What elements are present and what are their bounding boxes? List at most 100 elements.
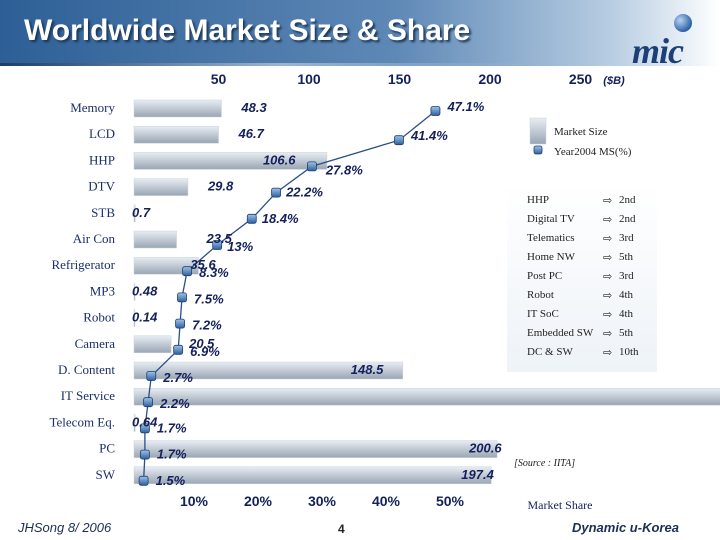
globe-icon bbox=[674, 14, 692, 32]
ranking-item: Post PC bbox=[527, 270, 563, 282]
footer-author: JHSong 8/ 2006 bbox=[18, 520, 112, 535]
bottom-axis-tick: 50% bbox=[436, 493, 465, 509]
ranking-row: Digital TV ⇨ 2nd bbox=[527, 213, 636, 226]
page-number: 4 bbox=[338, 522, 345, 536]
ranking-rank: 4th bbox=[619, 289, 634, 301]
share-value-label: 1.7% bbox=[157, 420, 187, 435]
page-title: Worldwide Market Size & Share bbox=[24, 14, 471, 47]
size-bar-outline bbox=[133, 440, 498, 458]
top-axis-tick: 200 bbox=[478, 71, 502, 87]
size-bar-outline bbox=[133, 414, 136, 432]
share-value-label: 8.3% bbox=[199, 265, 229, 280]
size-bar-outline bbox=[133, 178, 189, 196]
bottom-axis-tick: 40% bbox=[372, 493, 401, 509]
share-value-label: 1.7% bbox=[157, 447, 187, 462]
size-bar bbox=[134, 152, 327, 170]
size-bar-outline bbox=[133, 256, 199, 275]
share-marker bbox=[307, 161, 317, 172]
ranking-item: IT SoC bbox=[527, 308, 559, 320]
size-bar bbox=[134, 309, 135, 327]
category-label: HHP bbox=[89, 152, 115, 167]
ranking-item: Telematics bbox=[527, 232, 575, 244]
arrow-icon: ⇨ bbox=[603, 252, 613, 264]
ranking-rank: 5th bbox=[619, 327, 634, 339]
arrow-icon: ⇨ bbox=[603, 328, 613, 340]
share-marker bbox=[246, 213, 257, 224]
size-value-label: 0.48 bbox=[132, 283, 158, 298]
top-axis-tick: 250 bbox=[569, 71, 593, 87]
arrow-icon: ⇨ bbox=[603, 347, 613, 359]
legend-share-swatch bbox=[533, 145, 543, 155]
size-bar-outline bbox=[133, 387, 720, 406]
title-banner: Worldwide Market Size & Share mic bbox=[0, 0, 720, 71]
ranking-row: Post PC ⇨ 3rd bbox=[527, 270, 634, 283]
ranking-item: DC & SW bbox=[527, 346, 573, 358]
share-marker bbox=[173, 344, 184, 355]
logo-text: mic bbox=[632, 31, 684, 71]
legend-market-size: Market Size bbox=[554, 126, 608, 138]
share-value-label: 7.5% bbox=[194, 291, 224, 306]
arrow-icon: ⇨ bbox=[603, 290, 613, 302]
ranking-item: Digital TV bbox=[527, 213, 575, 225]
size-bar-outline bbox=[133, 99, 222, 118]
arrow-icon: ⇨ bbox=[603, 233, 613, 245]
size-value-label: 148.5 bbox=[351, 362, 384, 377]
share-value-label: 47.1% bbox=[446, 99, 484, 114]
size-bar bbox=[134, 362, 403, 379]
size-bar-outline bbox=[133, 152, 328, 170]
size-value-label: 29.8 bbox=[207, 179, 234, 194]
bottom-axis-tick: 10% bbox=[180, 493, 209, 509]
category-label: PC bbox=[99, 441, 115, 456]
ranking-item: Home NW bbox=[527, 251, 575, 263]
share-value-label: 6.9% bbox=[190, 344, 220, 359]
ranking-rank: 5th bbox=[619, 251, 634, 263]
ranking-item: Robot bbox=[527, 289, 554, 301]
ranking-row: DC & SW ⇨ 10th bbox=[527, 346, 639, 359]
size-bar-outline bbox=[133, 283, 136, 301]
category-label: Memory bbox=[70, 100, 115, 115]
size-bar bbox=[134, 335, 172, 353]
share-marker bbox=[271, 187, 281, 198]
footer-brand: Dynamic u-Korea bbox=[572, 520, 679, 535]
top-axis-tick: 150 bbox=[388, 71, 412, 87]
category-label: Refrigerator bbox=[51, 257, 115, 272]
size-bar bbox=[134, 178, 188, 196]
size-bar bbox=[134, 204, 136, 222]
share-value-label: 7.2% bbox=[192, 318, 222, 333]
category-label: SW bbox=[96, 467, 116, 482]
ranking-rank: 2nd bbox=[619, 213, 636, 225]
size-bar bbox=[134, 440, 498, 458]
size-bar-outline bbox=[133, 125, 219, 144]
share-marker bbox=[143, 397, 153, 408]
share-marker bbox=[138, 475, 149, 486]
size-bar-outline bbox=[133, 335, 172, 354]
size-bar bbox=[134, 466, 492, 484]
legend-market-share: Year2004 MS(%) bbox=[554, 146, 632, 158]
size-value-label: 197.4 bbox=[461, 467, 494, 482]
share-value-label: 22.2% bbox=[285, 185, 323, 200]
bottom-axis-tick: 30% bbox=[308, 493, 337, 509]
category-label: MP3 bbox=[90, 283, 115, 298]
ranking-row: Robot ⇨ 4th bbox=[527, 289, 633, 302]
share-marker bbox=[175, 318, 185, 329]
share-value-label: 2.7% bbox=[162, 370, 193, 385]
bottom-axis-label: Market Share bbox=[528, 498, 593, 512]
category-label: Telecom Eq. bbox=[49, 414, 115, 429]
mic-logo: mic bbox=[632, 12, 702, 71]
size-bar-outline bbox=[133, 466, 492, 485]
ranking-row: Home NW ⇨ 5th bbox=[527, 251, 633, 264]
ranking-row: Telematics ⇨ 3rd bbox=[527, 232, 634, 245]
share-marker bbox=[212, 240, 223, 250]
size-bar bbox=[134, 283, 135, 301]
share-value-label: 18.4% bbox=[262, 211, 299, 226]
category-label: STB bbox=[91, 205, 115, 220]
share-marker bbox=[430, 106, 441, 116]
share-marker bbox=[182, 266, 193, 277]
ranking-panel: HHP ⇨ 2nd Digital TV ⇨ 2nd Telematics ⇨ … bbox=[507, 182, 657, 372]
size-bar-outline bbox=[133, 309, 136, 327]
source-note: [Source : IITA] bbox=[514, 458, 576, 469]
ranking-row: Embedded SW ⇨ 5th bbox=[527, 327, 633, 340]
bottom-axis-tick: 20% bbox=[244, 493, 273, 509]
category-label: Air Con bbox=[73, 231, 116, 246]
